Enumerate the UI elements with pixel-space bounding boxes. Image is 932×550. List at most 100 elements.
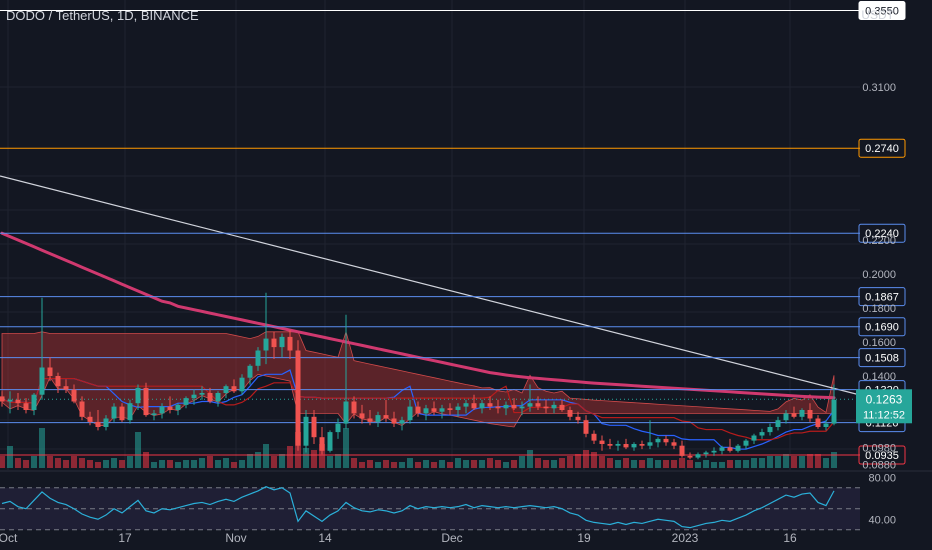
candle-body xyxy=(127,403,133,421)
candle-body xyxy=(367,418,373,422)
volume-bar xyxy=(815,454,821,468)
candle-body xyxy=(631,444,637,448)
candle-body xyxy=(175,404,181,410)
candle-body xyxy=(519,406,525,409)
currency-label: USDT xyxy=(861,8,894,22)
candle-body xyxy=(159,406,165,414)
volume-bar xyxy=(495,460,501,468)
level-label-box xyxy=(858,223,906,243)
volume-bar xyxy=(783,454,789,468)
candle-body xyxy=(0,396,5,402)
candle-body xyxy=(79,401,85,417)
x-tick-label: 17 xyxy=(118,531,132,545)
volume-bar xyxy=(399,462,405,468)
level-label: 0.2740 xyxy=(865,143,899,155)
x-tick-label: Dec xyxy=(441,531,462,545)
y-tick-label: 0.2000 xyxy=(862,269,896,281)
level-label: 0.2240 xyxy=(865,228,899,240)
volume-bar xyxy=(199,458,205,468)
volume-bar xyxy=(655,460,661,468)
volume-bar xyxy=(151,462,157,468)
volume-bar xyxy=(639,460,645,468)
candle-body xyxy=(783,413,789,421)
volume-bar xyxy=(439,460,445,468)
level-label: 0.0935 xyxy=(865,450,899,462)
volume-bar xyxy=(759,458,765,468)
candle-body xyxy=(463,403,469,407)
y-tick-label: 0.1800 xyxy=(862,303,896,315)
candle-body xyxy=(535,403,541,407)
candle-body xyxy=(263,338,269,351)
candle-body xyxy=(183,398,189,405)
level-label-box xyxy=(858,287,906,307)
candle-body xyxy=(135,387,141,404)
volume-bar xyxy=(591,452,597,468)
candle-body xyxy=(7,399,13,402)
candle-body xyxy=(703,452,709,455)
volume-bar xyxy=(463,460,469,468)
candle-body xyxy=(831,399,837,424)
volume-bar xyxy=(375,462,381,468)
rsi-band xyxy=(0,487,860,530)
candle-body xyxy=(391,418,397,424)
volume-bar xyxy=(303,448,309,468)
volume-bar xyxy=(471,460,477,468)
volume-bar xyxy=(607,458,613,468)
candle-body xyxy=(711,450,717,453)
volume-bar xyxy=(711,462,717,468)
volume-bar xyxy=(135,432,141,468)
candle-body xyxy=(575,416,581,421)
candle-body xyxy=(615,444,621,446)
candle-body xyxy=(31,394,37,410)
volume-bar xyxy=(167,460,173,468)
price-label: 0.1263 xyxy=(866,392,903,406)
candle-body xyxy=(447,408,453,410)
candle-body xyxy=(335,423,341,433)
rsi-tick-label: 80.00 xyxy=(868,472,896,484)
candle-body xyxy=(567,410,573,417)
volume-bar xyxy=(359,462,365,468)
volume-bar xyxy=(535,458,541,468)
x-tick-label: 14 xyxy=(318,531,332,545)
horizontal-levels[interactable] xyxy=(0,10,860,456)
volume-bar xyxy=(519,456,525,468)
candle-body xyxy=(591,433,597,441)
time-axis[interactable]: Oct 17 Nov 14 Dec 19 2023 16 xyxy=(0,531,797,545)
volume-bar xyxy=(71,456,77,468)
volume-bar xyxy=(119,460,125,468)
volume-bar xyxy=(247,454,253,468)
symbol-title[interactable]: DODO / TetherUS, 1D, BINANCE xyxy=(6,8,199,23)
candle-body xyxy=(807,410,813,419)
candle-body xyxy=(247,365,253,378)
candle-body xyxy=(687,455,693,458)
volume-bar xyxy=(343,428,349,468)
level-label-box xyxy=(858,445,906,465)
candle-body xyxy=(695,454,701,458)
candle-body xyxy=(751,435,757,441)
candle-body xyxy=(23,403,29,410)
x-tick-label: Oct xyxy=(0,531,18,545)
rsi-line xyxy=(1,486,835,529)
volume-bar xyxy=(391,462,397,468)
candle-body xyxy=(287,336,293,351)
candle-body xyxy=(479,403,485,409)
volume-bar xyxy=(351,458,357,468)
rsi-tick-label: 40.00 xyxy=(868,514,896,526)
candle-body xyxy=(295,350,301,446)
price-axis[interactable]: 0.35500.27400.22400.18670.16900.15080.13… xyxy=(856,1,912,472)
volume-bar xyxy=(823,458,829,468)
volume-bar xyxy=(87,460,93,468)
trendline xyxy=(0,175,861,396)
volume-bar xyxy=(407,458,413,468)
volume-bar xyxy=(415,462,421,468)
candle-body xyxy=(767,427,773,433)
volume-bar xyxy=(663,460,669,468)
candle-body xyxy=(639,444,645,446)
y-tick-label: 0.1600 xyxy=(862,337,896,349)
candle-body xyxy=(775,420,781,427)
volume-bar xyxy=(367,460,373,468)
volume-bar xyxy=(111,458,117,468)
candle-body xyxy=(727,447,733,451)
candle-body xyxy=(791,413,797,417)
